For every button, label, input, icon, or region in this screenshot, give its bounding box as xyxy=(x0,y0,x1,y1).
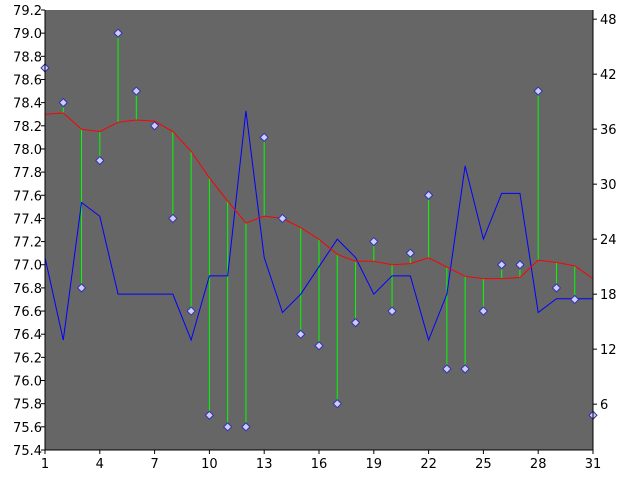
data-point-marker xyxy=(58,97,68,108)
data-point-marker xyxy=(149,121,160,131)
data-point-marker xyxy=(551,283,562,293)
series-lines xyxy=(44,110,594,342)
y2-axis-ticks: 6 12 18 24 30 36 42 48 xyxy=(593,13,617,413)
y-tick-label: 79.0 xyxy=(13,27,42,42)
x-tick-label: 1 xyxy=(41,457,49,472)
data-point-marker xyxy=(478,306,489,316)
y-tick-label: 78.0 xyxy=(13,143,42,158)
x-tick-label: 13 xyxy=(256,457,273,472)
secondary-series-line xyxy=(44,110,593,342)
x-tick-label: 10 xyxy=(201,457,218,472)
x-tick-label: 22 xyxy=(420,457,437,472)
x-tick-label: 25 xyxy=(475,457,492,472)
data-point-marker xyxy=(131,86,142,96)
y2-tick-label: 48 xyxy=(600,13,617,28)
data-point-marker xyxy=(405,248,416,258)
data-point-marker xyxy=(168,213,178,224)
data-point-marker xyxy=(296,329,306,339)
y2-tick-label: 36 xyxy=(600,123,617,138)
y2-tick-label: 18 xyxy=(600,288,617,303)
x-axis-ticks: 1 4 7 10 13 16 19 22 25 28 31 xyxy=(41,450,601,472)
data-point-marker xyxy=(222,422,233,432)
data-point-marker xyxy=(113,28,123,38)
y-axis-ticks: 75.4 75.6 75.8 76.0 76.2 76.4 76.6 76.8 77.0 77.2… xyxy=(13,4,45,459)
x-tick-label: 4 xyxy=(96,457,104,472)
y2-tick-label: 12 xyxy=(600,343,617,358)
deviation-stems xyxy=(44,33,594,427)
x-tick-label: 7 xyxy=(150,457,158,472)
data-point-marker xyxy=(277,213,288,224)
data-point-marker xyxy=(533,86,543,96)
data-point-marker xyxy=(314,341,324,351)
y-tick-label: 78.6 xyxy=(13,73,42,88)
y-tick-label: 78.4 xyxy=(13,97,42,112)
data-point-marker xyxy=(442,364,452,374)
y2-tick-label: 24 xyxy=(600,233,617,248)
y-tick-label: 77.2 xyxy=(13,236,42,251)
y2-tick-label: 30 xyxy=(600,178,617,193)
data-point-marker xyxy=(332,398,342,409)
y-tick-label: 77.0 xyxy=(13,259,42,274)
data-point-marker xyxy=(369,236,379,247)
y-tick-label: 77.8 xyxy=(13,166,42,181)
data-point-marker xyxy=(259,132,269,143)
y-tick-label: 79.2 xyxy=(13,4,42,19)
data-point-marker xyxy=(186,306,196,316)
y-tick-label: 76.0 xyxy=(13,375,42,390)
y-tick-label: 75.4 xyxy=(13,444,42,459)
x-tick-label: 16 xyxy=(311,457,328,472)
x-tick-label: 31 xyxy=(585,457,602,472)
y-tick-label: 75.8 xyxy=(13,398,42,413)
y-tick-label: 76.2 xyxy=(13,351,42,366)
y-tick-label: 78.8 xyxy=(13,50,42,65)
y-tick-label: 76.8 xyxy=(13,282,42,297)
data-point-marker xyxy=(95,155,105,166)
y-tick-label: 76.4 xyxy=(13,328,42,343)
y-tick-label: 77.4 xyxy=(13,212,42,227)
data-point-marker xyxy=(387,306,397,316)
y-tick-label: 78.2 xyxy=(13,120,42,135)
data-point-marker xyxy=(515,260,525,270)
y2-tick-label: 6 xyxy=(600,398,608,413)
y-tick-label: 75.6 xyxy=(13,421,42,436)
data-point-marker xyxy=(460,364,470,374)
plot-area xyxy=(45,10,593,450)
data-point-marker xyxy=(76,283,87,293)
data-point-marker xyxy=(496,260,507,270)
data-point-marker xyxy=(241,422,251,432)
data-point-marker xyxy=(350,317,361,328)
data-point-marker xyxy=(570,294,580,305)
x-tick-label: 28 xyxy=(530,457,547,472)
data-point-marker xyxy=(423,190,434,200)
y2-tick-label: 42 xyxy=(600,68,617,83)
x-tick-label: 19 xyxy=(366,457,383,472)
y-tick-label: 77.6 xyxy=(13,189,42,204)
data-markers xyxy=(40,28,598,432)
y-tick-label: 76.6 xyxy=(13,305,42,320)
data-point-marker xyxy=(204,410,215,420)
smooth-series-line xyxy=(44,112,594,280)
